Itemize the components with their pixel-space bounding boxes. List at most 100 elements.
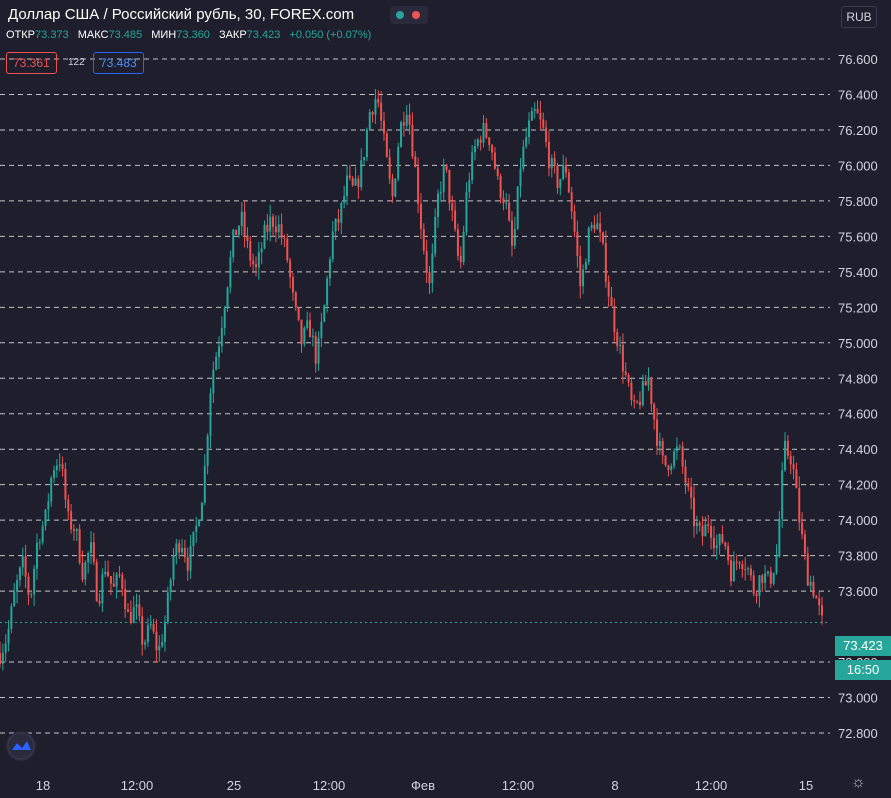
candle-body [576, 231, 579, 257]
gear-icon[interactable]: ☼ [851, 774, 866, 791]
candle-body [38, 542, 41, 544]
candle-body [712, 537, 715, 549]
candle-body [627, 374, 630, 383]
candle-body [277, 224, 280, 233]
grid-lines [0, 58, 830, 734]
candle-body [638, 401, 641, 406]
x-tick-label: 12:00 [313, 778, 346, 793]
candle-body [121, 574, 124, 589]
candle-body [610, 296, 613, 307]
candle-body [166, 592, 169, 623]
x-tick-label: 15 [799, 778, 813, 793]
candle-body [61, 464, 64, 469]
open-value: 73.373 [35, 29, 69, 41]
candle-body [656, 419, 659, 447]
candle-body [667, 465, 670, 471]
candle-body [30, 594, 33, 596]
y-tick-label: 75.600 [838, 229, 878, 244]
candle-body [471, 152, 474, 181]
candle-body [192, 531, 195, 547]
candle-body [653, 404, 656, 420]
x-tick-label: 25 [227, 778, 241, 793]
candle-body [72, 529, 75, 531]
y-tick-label: 73.800 [838, 549, 878, 564]
x-tick-label: 18 [36, 778, 50, 793]
candle-body [695, 522, 698, 527]
candle-body [448, 169, 451, 204]
candle-body [650, 377, 653, 405]
x-axis[interactable]: 18 12:00 25 12:00 Фев 12:00 8 12:00 15 [36, 778, 813, 793]
candle-body [593, 224, 596, 230]
candle-body [647, 377, 650, 386]
tradingview-logo-icon[interactable] [6, 731, 36, 761]
candle-body [761, 575, 764, 583]
candle-body [530, 110, 533, 121]
candle-body [98, 601, 101, 604]
candle-body [178, 543, 181, 553]
candle-body [687, 482, 690, 487]
candle-body [397, 147, 400, 179]
candle-body [21, 556, 24, 568]
candle-body [146, 625, 149, 643]
currency-button[interactable]: RUB [841, 6, 877, 28]
candle-body [209, 393, 212, 436]
candle-body [348, 175, 351, 178]
candle-body [417, 167, 420, 204]
candle-body [616, 332, 619, 347]
candle-body [752, 575, 755, 594]
y-tick-label: 73.600 [838, 584, 878, 599]
candle-body [326, 278, 329, 306]
candle-body [405, 114, 408, 126]
candle-body [183, 547, 186, 558]
y-tick-label: 74.200 [838, 478, 878, 493]
y-tick-label: 76.000 [838, 158, 878, 173]
candle-body [64, 468, 67, 500]
candle-body [391, 178, 394, 197]
candle-body [769, 571, 772, 584]
y-tick-label: 75.200 [838, 300, 878, 315]
high-value: 73.485 [108, 29, 143, 41]
y-tick-label: 75.800 [838, 194, 878, 209]
candle-body [280, 224, 283, 238]
candle-body [294, 292, 297, 308]
market-open-icon [396, 11, 404, 19]
candle-body [257, 252, 260, 268]
candle-body [138, 604, 141, 617]
candle-body [283, 237, 286, 239]
candle-body [519, 168, 522, 187]
candle-body [232, 229, 235, 258]
candle-body [314, 335, 317, 364]
candle-body [684, 466, 687, 483]
candle-body [24, 556, 27, 577]
candle-body [744, 569, 747, 571]
x-tick-label: 12:00 [502, 778, 535, 793]
candle-body [473, 146, 476, 153]
candle-body [0, 653, 1, 664]
sell-price-button[interactable]: 73.361 [6, 52, 57, 74]
candle-body [545, 127, 548, 142]
candle-body [738, 562, 741, 564]
candle-body [33, 568, 36, 595]
candle-body [41, 526, 44, 543]
candle-body [254, 264, 257, 268]
candle-body [559, 179, 562, 189]
candle-body [806, 553, 809, 586]
candle-body [286, 238, 289, 261]
market-status-indicator[interactable] [390, 6, 428, 24]
candle-body [644, 381, 647, 386]
candle-body [357, 178, 360, 188]
candle-body [749, 568, 752, 576]
y-tick-label: 72.800 [838, 726, 878, 741]
candle-body [670, 466, 673, 471]
candle-body [380, 102, 383, 121]
candle-body [496, 168, 499, 176]
candle-body [260, 248, 263, 253]
candle-body [109, 576, 112, 584]
candle-body [570, 192, 573, 212]
candle-body [528, 120, 531, 138]
candle-body [613, 306, 616, 333]
buy-price-button[interactable]: 73.483 [93, 52, 144, 74]
candle-body [772, 572, 775, 584]
candle-body [112, 583, 115, 587]
